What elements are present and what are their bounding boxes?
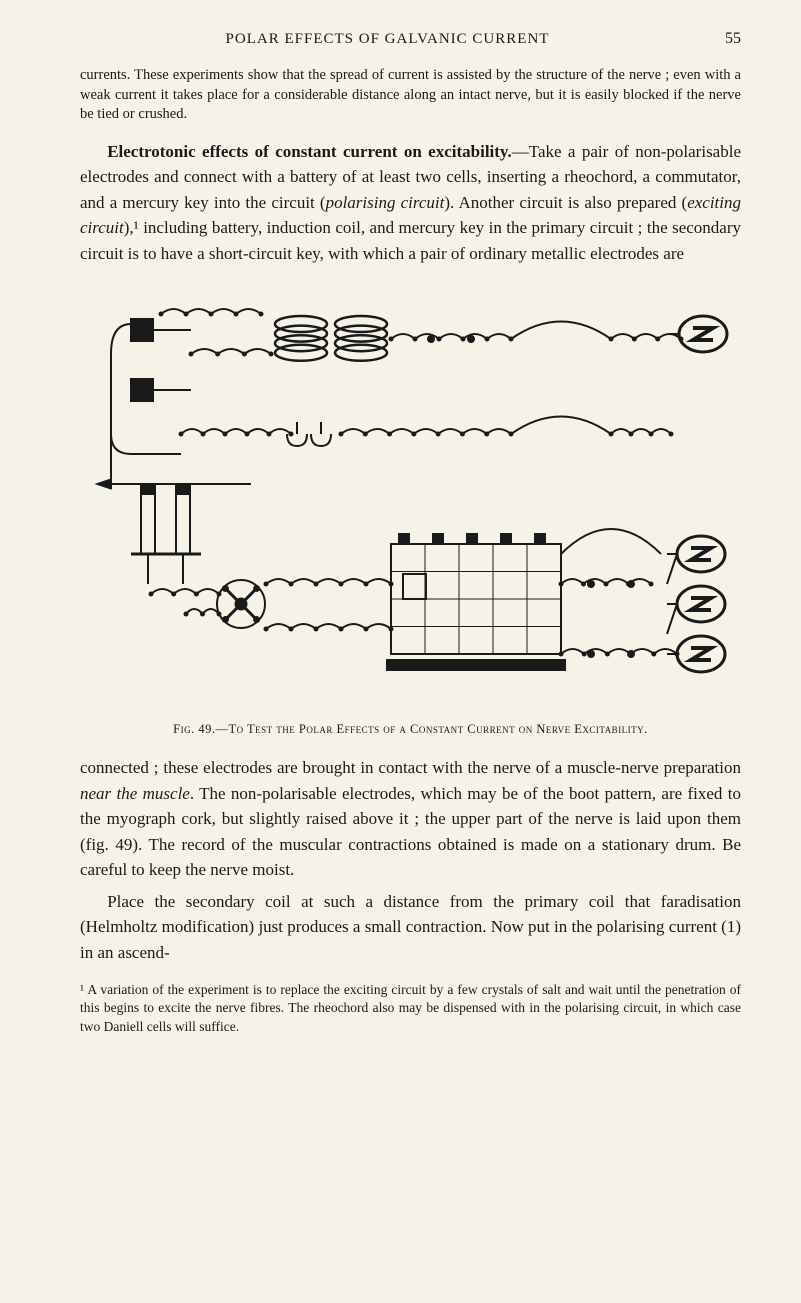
caption-body: —To Test the Polar Effects of a Constant…: [216, 722, 648, 736]
figure-caption: Fig. 49.—To Test the Polar Effects of a …: [80, 722, 741, 737]
page-number: 55: [725, 30, 741, 48]
paragraph-connected: connected ; these electrodes are brought…: [80, 755, 741, 883]
electrotonic-lead: Electrotonic effects of constant current…: [107, 142, 512, 161]
paragraph-currents: currents. These experiments show that th…: [80, 66, 741, 125]
page-header: POLAR EFFECTS OF GALVANIC CURRENT 55: [80, 30, 741, 48]
footnote-1: ¹ A variation of the experiment is to re…: [80, 981, 741, 1036]
caption-prefix: Fig. 49.: [173, 722, 215, 736]
paragraph-place: Place the secondary coil at such a dista…: [80, 889, 741, 966]
paragraph-electrotonic: Electrotonic effects of constant current…: [80, 139, 741, 267]
page: POLAR EFFECTS OF GALVANIC CURRENT 55 cur…: [0, 0, 801, 1303]
running-head: POLAR EFFECTS OF GALVANIC CURRENT: [80, 31, 695, 48]
figure-49: Fig. 49.—To Test the Polar Effects of a …: [80, 284, 741, 737]
circuit-diagram: [91, 284, 731, 714]
